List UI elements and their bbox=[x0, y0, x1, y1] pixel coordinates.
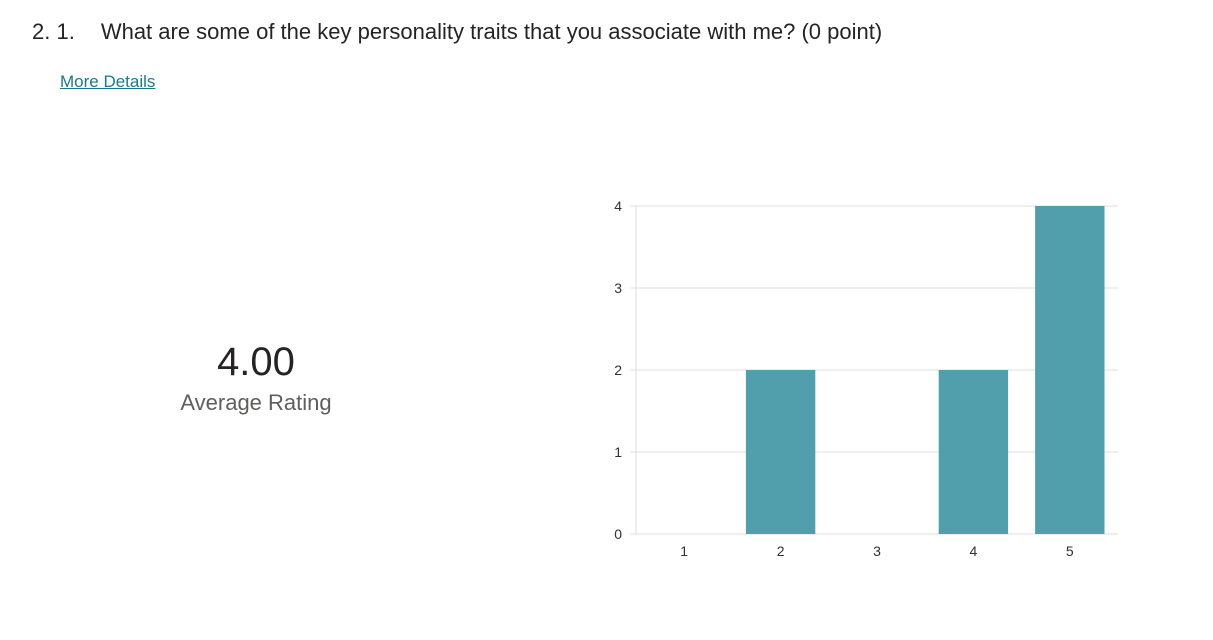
more-details-link[interactable]: More Details bbox=[60, 72, 156, 91]
bar-rating-5 bbox=[1035, 206, 1105, 534]
bar-rating-2 bbox=[745, 370, 816, 534]
y-tick-label: 2 bbox=[614, 362, 622, 378]
rating-bar-chart: 0 1 2 3 4 1 2 3 4 5 bbox=[614, 198, 1118, 559]
question-number: 2. 1. bbox=[32, 19, 75, 44]
y-tick-label: 1 bbox=[614, 444, 622, 460]
question-header: 2. 1. What are some of the key personali… bbox=[32, 14, 882, 50]
question-text: What are some of the key personality tra… bbox=[100, 19, 883, 44]
x-tick-label: 3 bbox=[873, 543, 881, 559]
average-rating-summary: 4.00 Average Rating bbox=[136, 338, 376, 416]
y-tick-label: 4 bbox=[614, 198, 622, 214]
x-tick-label: 1 bbox=[680, 543, 688, 559]
average-rating-label: Average Rating bbox=[180, 390, 332, 415]
x-tick-label: 5 bbox=[1066, 543, 1074, 559]
y-tick-label: 0 bbox=[614, 526, 622, 542]
x-tick-label: 4 bbox=[970, 543, 978, 559]
bar-rating-4 bbox=[938, 370, 1009, 534]
average-rating-value: 4.00 bbox=[217, 340, 295, 384]
x-tick-label: 2 bbox=[777, 543, 785, 559]
y-tick-label: 3 bbox=[614, 280, 622, 296]
